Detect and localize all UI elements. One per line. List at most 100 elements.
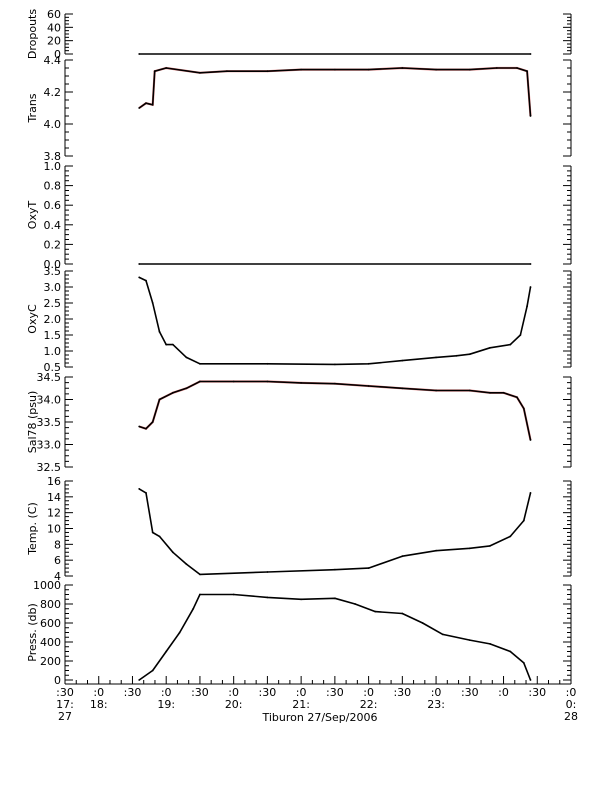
time-axis: :30:0:30:0:30:0:30:0:30:0:30:0:30:0:30:0… [56, 676, 578, 723]
data-point [199, 380, 201, 383]
x-tick-label: :0 [498, 686, 509, 699]
data-point [529, 679, 532, 681]
data-point [401, 67, 404, 69]
y-tick-label: 16 [47, 475, 61, 488]
data-point [178, 631, 181, 634]
data-point [468, 68, 471, 71]
x-tick-label: :0 [161, 686, 172, 699]
data-point [138, 488, 141, 490]
data-point [232, 380, 235, 383]
x-tick-label: :30 [393, 686, 411, 699]
y-tick-label: 14 [47, 491, 61, 504]
x-tick-label: :0 [228, 686, 239, 699]
data-point [334, 568, 336, 571]
data-point [138, 276, 141, 279]
data-point [334, 68, 336, 71]
series-line [138, 488, 532, 576]
y-tick-label: 4 [54, 570, 61, 583]
data-point [509, 535, 512, 538]
panel-3: 3.5 3.0 2.5 2.0 1.5 1.0 0.5 OxyC [26, 265, 572, 374]
panel-4: 34.5 34.0 33.5 33.0 32.5 Sal78 (psu) [26, 371, 572, 474]
y-tick-label: 1.5 [44, 329, 62, 342]
y-tick-label: 2.5 [44, 297, 62, 310]
data-point [266, 362, 269, 365]
data-point [522, 519, 525, 522]
y-tick-label: 2.0 [44, 313, 62, 326]
panel-2: 1.0 0.8 0.6 0.4 0.2 0.0 OxyT [26, 160, 572, 271]
x-hour-label: 0: [566, 698, 577, 711]
y-tick-label: 3.5 [44, 265, 62, 278]
data-point [526, 305, 528, 308]
series-qc-line [138, 66, 532, 117]
data-point [145, 427, 147, 430]
data-point [435, 389, 437, 392]
data-point [138, 107, 141, 109]
y-tick-label: 10 [47, 523, 61, 536]
data-point [334, 382, 336, 385]
data-point [468, 353, 471, 356]
x-tick-label: :30 [191, 686, 209, 699]
y-tick-label: 4.4 [44, 54, 62, 67]
y-tick-label: 33.5 [37, 416, 62, 429]
data-point [526, 70, 528, 73]
data-point [226, 70, 228, 73]
y-tick-label: 0.0 [44, 258, 62, 271]
y-tick-label: 34.0 [37, 394, 62, 407]
data-point [172, 343, 174, 346]
data-point [165, 343, 168, 346]
data-point [455, 354, 458, 357]
data-point [151, 302, 154, 304]
y-tick-label: 3.8 [44, 150, 62, 163]
data-point [489, 391, 491, 394]
data-point [401, 387, 404, 390]
data-point [151, 531, 154, 534]
data-point [367, 362, 370, 365]
data-point [468, 639, 471, 641]
x-hour-label: 23: [427, 698, 445, 711]
data-point [495, 67, 498, 69]
data-point [165, 650, 168, 653]
data-point [529, 439, 532, 441]
y-tick-label: 4.0 [44, 118, 62, 131]
y-tick-label: 33.0 [37, 439, 62, 452]
y-axis-label: OxyC [26, 304, 39, 334]
data-point [138, 53, 141, 55]
data-point [172, 551, 174, 554]
x-tick-label: :30 [528, 686, 546, 699]
data-point [334, 597, 336, 600]
data-point [435, 549, 437, 552]
data-point [374, 610, 377, 613]
time-axis-title: Tiburon 27/Sep/2006 [261, 711, 377, 724]
y-tick-label: 1.0 [44, 160, 62, 173]
data-point [522, 407, 525, 410]
data-point [516, 67, 518, 69]
data-point [489, 346, 491, 349]
x-hour-label: 17: [56, 698, 74, 711]
data-point [158, 398, 161, 401]
y-tick-label: 0.2 [44, 238, 62, 251]
panel-5: 16 14 12 10 8 6 4 Temp. (C) [26, 475, 572, 583]
data-point [145, 492, 147, 494]
data-point [334, 363, 336, 366]
y-tick-label: 0.6 [44, 199, 62, 212]
y-tick-label: 600 [40, 617, 61, 630]
data-point [185, 563, 188, 565]
data-point [367, 567, 370, 569]
data-point [138, 679, 141, 681]
data-point [401, 359, 404, 362]
data-point [192, 607, 195, 610]
data-point [199, 362, 201, 365]
data-point [435, 356, 437, 359]
data-point [529, 115, 532, 117]
x-hour-label: 19: [157, 698, 175, 711]
x-hour-label: 18: [90, 698, 108, 711]
data-point [185, 356, 188, 359]
y-tick-label: 0.8 [44, 180, 62, 193]
data-point [151, 421, 154, 423]
data-point [441, 633, 444, 636]
y-axis-label: Sal78 (psu) [26, 391, 39, 454]
data-point [300, 382, 302, 384]
data-point [266, 596, 269, 599]
x-hour-label: 22: [360, 698, 378, 711]
